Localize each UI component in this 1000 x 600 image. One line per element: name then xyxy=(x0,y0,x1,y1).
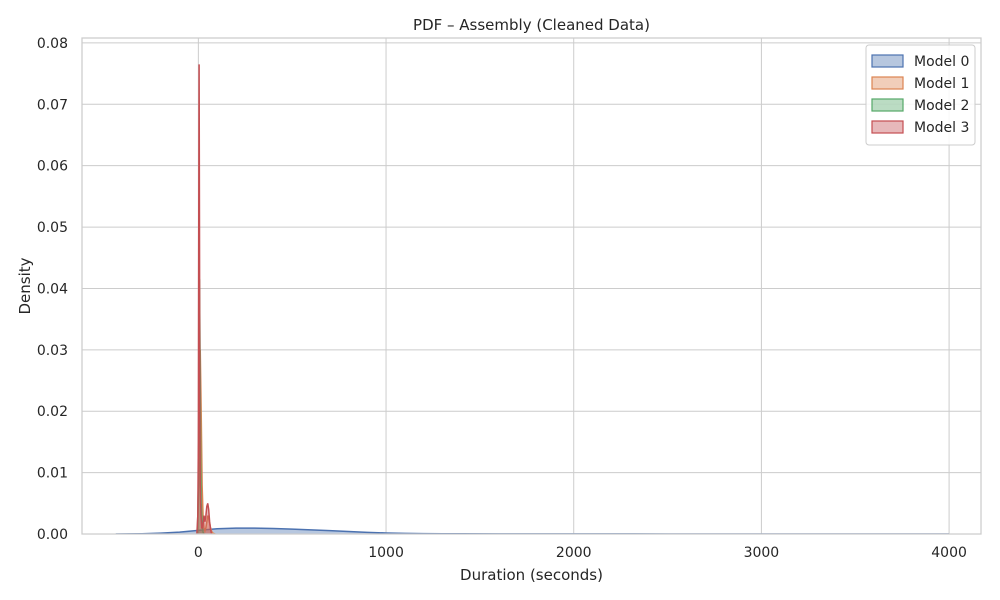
series-areas xyxy=(115,64,950,534)
legend: Model 0 Model 1 Model 2 Model 3 xyxy=(865,44,976,146)
y-tick-label: 0.03 xyxy=(37,343,68,359)
plot-frame xyxy=(81,37,982,535)
tick-labels: 0 1000 2000 3000 4000 0.00 0.01 0.02 0.03 0.04 0.0… xyxy=(37,36,967,561)
model-0-legend-label: Model 0 xyxy=(914,54,969,70)
model-0-legend-swatch xyxy=(871,54,904,68)
x-tick-label: 4000 xyxy=(931,545,967,561)
x-axis-title: Duration (seconds) xyxy=(460,566,603,584)
model-1-legend-swatch xyxy=(871,76,904,90)
model-3-line xyxy=(196,64,213,534)
y-tick-label: 0.06 xyxy=(37,159,68,175)
y-tick-label: 0.04 xyxy=(37,281,68,297)
model-3-legend-swatch xyxy=(871,120,904,134)
y-tick-label: 0.00 xyxy=(37,527,68,543)
y-tick-label: 0.08 xyxy=(37,36,68,52)
x-tick-label: 1000 xyxy=(368,545,404,561)
model-2-legend-swatch xyxy=(871,98,904,112)
chart-title: PDF – Assembly (Cleaned Data) xyxy=(413,16,650,34)
y-tick-label: 0.01 xyxy=(37,466,68,482)
y-tick-label: 0.07 xyxy=(37,97,68,113)
model-0-area xyxy=(115,528,950,534)
model-2-legend-label: Model 2 xyxy=(914,98,969,114)
plot-background xyxy=(82,38,981,534)
x-tick-label: 3000 xyxy=(744,545,780,561)
y-axis-title: Density xyxy=(16,257,34,314)
model-1-legend-label: Model 1 xyxy=(914,76,969,92)
x-tick-label: 2000 xyxy=(556,545,592,561)
y-tick-label: 0.05 xyxy=(37,220,68,236)
y-tick-label: 0.02 xyxy=(37,404,68,420)
model-3-legend-label: Model 3 xyxy=(914,120,969,136)
legend-box xyxy=(865,44,976,146)
x-tick-label: 0 xyxy=(194,545,203,561)
